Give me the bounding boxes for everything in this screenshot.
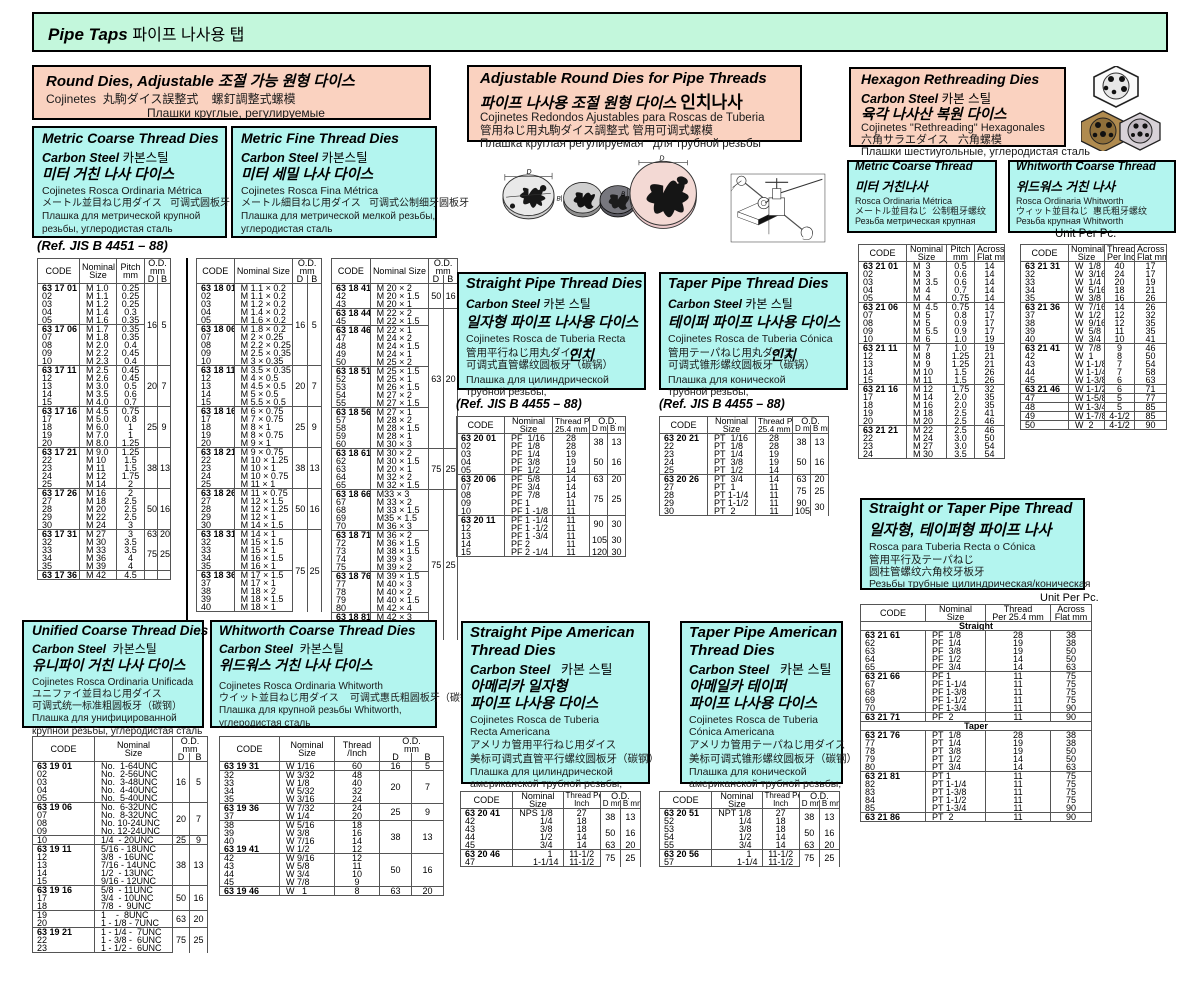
svg-text:B: B xyxy=(557,195,562,202)
svg-text:B: B xyxy=(621,191,626,198)
svg-text:D: D xyxy=(659,156,664,163)
svg-text:D: D xyxy=(527,169,532,176)
